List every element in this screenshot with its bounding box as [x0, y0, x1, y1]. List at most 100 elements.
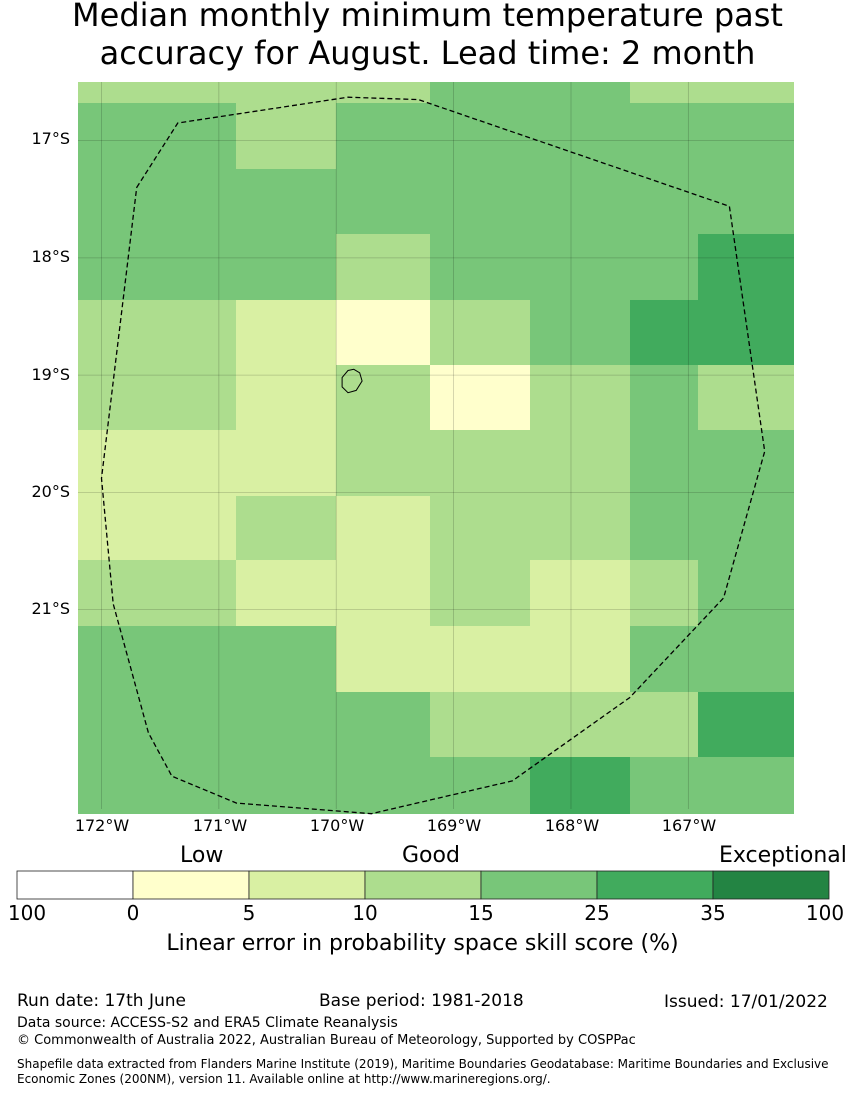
skill-cell [698, 82, 794, 103]
lon-label-170w: 170°W [309, 816, 365, 835]
skill-cell [78, 626, 236, 692]
colorbar-swatch [480, 870, 598, 900]
skill-cell [336, 300, 430, 365]
map-title-line-2: accuracy for August. Lead time: 2 month [99, 34, 756, 72]
skill-cell [698, 234, 794, 300]
category-exceptional: Exceptional [719, 843, 847, 868]
skill-cell [630, 757, 698, 814]
skill-cell [430, 757, 530, 814]
skill-cell [78, 757, 236, 814]
skill-cell [630, 169, 698, 234]
skill-cell [698, 365, 794, 430]
colorbar-label: Linear error in probability space skill … [166, 931, 679, 956]
eez-boundary [100, 96, 766, 815]
shapefile-credit-line-2: Economic Zones (200NM), version 11. Avai… [17, 1072, 551, 1086]
skill-cell [530, 365, 630, 430]
lon-label-171w: 171°W [192, 816, 248, 835]
lat-label-21s: 21°S [31, 599, 70, 618]
colorbar-tick: 100 [7, 901, 47, 925]
skill-cell [430, 234, 530, 300]
skill-cell [430, 300, 530, 365]
skill-cell [530, 430, 630, 496]
skill-cell [530, 82, 630, 103]
skill-cell [530, 103, 630, 169]
skill-cell [530, 300, 630, 365]
skill-grid [78, 82, 794, 814]
colorbar-tick: 0 [126, 901, 140, 925]
skill-cell [430, 692, 530, 757]
skill-cell [530, 496, 630, 560]
base-period: Base period: 1981-2018 [319, 991, 524, 1011]
skill-cell [430, 365, 530, 430]
skill-cell [336, 430, 430, 496]
skill-cell [336, 692, 430, 757]
skill-cell [698, 757, 794, 814]
skill-cell [630, 430, 698, 496]
skill-cell [698, 560, 794, 626]
skill-cell [630, 626, 698, 692]
skill-cell [78, 365, 236, 430]
colorbar [16, 870, 830, 900]
skill-cell [530, 560, 630, 626]
niue-island-outline [341, 368, 363, 394]
skill-cell [78, 560, 236, 626]
map-title: Median monthly minimum temperature past … [0, 0, 855, 72]
colorbar-tick: 25 [584, 901, 610, 925]
skill-cell [630, 234, 698, 300]
skill-cell [430, 496, 530, 560]
skill-cell [78, 430, 236, 496]
colorbar-swatch [712, 870, 830, 900]
skill-cell [236, 300, 336, 365]
skill-cell [530, 234, 630, 300]
skill-cell [78, 169, 236, 234]
skill-cell [336, 626, 430, 692]
skill-cell [336, 496, 430, 560]
skill-cell [236, 560, 336, 626]
skill-cell [236, 757, 336, 814]
skill-cell [630, 82, 698, 103]
skill-cell [78, 82, 236, 103]
skill-cell [530, 169, 630, 234]
skill-cell [698, 300, 794, 365]
skill-cell [336, 560, 430, 626]
lon-label-172w: 172°W [74, 816, 130, 835]
skill-cell [630, 496, 698, 560]
lat-label-20s: 20°S [31, 482, 70, 501]
skill-cell [236, 234, 336, 300]
skill-cell [430, 626, 530, 692]
skill-cell [236, 430, 336, 496]
colorbar-tick: 35 [700, 901, 726, 925]
run-date: Run date: 17th June [17, 991, 186, 1011]
skill-cell [336, 757, 430, 814]
skill-cell [698, 496, 794, 560]
skill-cell [336, 103, 430, 169]
skill-cell [78, 300, 236, 365]
skill-cell [630, 365, 698, 430]
skill-cell [236, 82, 336, 103]
skill-cell [430, 103, 530, 169]
skill-cell [698, 430, 794, 496]
colorbar-swatch [596, 870, 714, 900]
copyright: © Commonwealth of Australia 2022, Austra… [17, 1033, 636, 1048]
colorbar-tick: 10 [352, 901, 378, 925]
colorbar-tick: 100 [805, 901, 845, 925]
colorbar-swatch [248, 870, 366, 900]
skill-cell [430, 169, 530, 234]
lat-label-17s: 17°S [31, 129, 70, 148]
skill-cell [430, 560, 530, 626]
skill-cell [336, 365, 430, 430]
colorbar-swatch [364, 870, 482, 900]
colorbar-swatch [132, 870, 250, 900]
skill-cell [630, 103, 698, 169]
colorbar-tick: 5 [242, 901, 256, 925]
skill-cell [630, 692, 698, 757]
colorbar-swatch [16, 870, 134, 900]
colorbar-tick: 15 [468, 901, 494, 925]
skill-cell [236, 103, 336, 169]
skill-cell [430, 430, 530, 496]
skill-cell [236, 496, 336, 560]
lon-label-169w: 169°W [426, 816, 482, 835]
skill-cell [78, 496, 236, 560]
data-source: Data source: ACCESS-S2 and ERA5 Climate … [17, 1015, 398, 1031]
